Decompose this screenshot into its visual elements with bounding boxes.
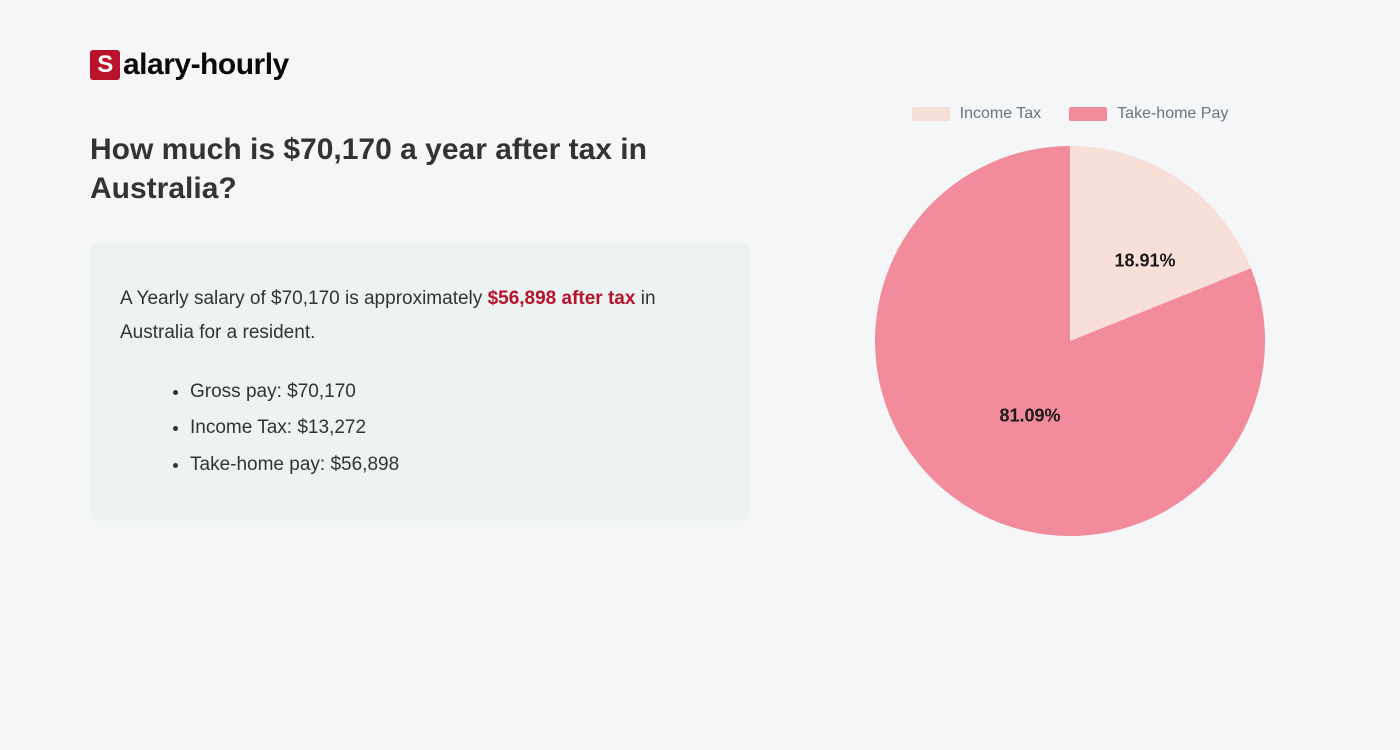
summary-card: A Yearly salary of $70,170 is approximat…: [90, 244, 750, 521]
summary-bullets: Gross pay: $70,170 Income Tax: $13,272 T…: [120, 374, 720, 482]
content-column: How much is $70,170 a year after tax in …: [90, 130, 750, 521]
pie-label-take-home: 81.09%: [999, 406, 1060, 427]
legend-label-income-tax: Income Tax: [960, 105, 1042, 123]
chart-legend: Income Tax Take-home Pay: [830, 105, 1310, 123]
pie-label-income-tax: 18.91%: [1114, 251, 1175, 272]
site-logo: S alary-hourly: [90, 48, 289, 82]
summary-paragraph: A Yearly salary of $70,170 is approximat…: [120, 282, 720, 350]
pie-chart-area: Income Tax Take-home Pay 18.91% 81.09%: [830, 105, 1310, 541]
legend-label-take-home: Take-home Pay: [1117, 105, 1228, 123]
pie-svg: [870, 141, 1270, 541]
page-heading: How much is $70,170 a year after tax in …: [90, 130, 750, 208]
legend-item-income-tax: Income Tax: [912, 105, 1042, 123]
legend-swatch-take-home: [1069, 107, 1107, 121]
legend-item-take-home: Take-home Pay: [1069, 105, 1228, 123]
logo-badge: S: [90, 50, 120, 80]
pie-chart: 18.91% 81.09%: [870, 141, 1270, 541]
summary-prefix: A Yearly salary of $70,170 is approximat…: [120, 288, 488, 309]
bullet-take-home: Take-home pay: $56,898: [190, 447, 720, 483]
legend-swatch-income-tax: [912, 107, 950, 121]
bullet-income-tax: Income Tax: $13,272: [190, 410, 720, 446]
logo-text: alary-hourly: [123, 48, 289, 82]
summary-highlight: $56,898 after tax: [488, 288, 636, 309]
bullet-gross-pay: Gross pay: $70,170: [190, 374, 720, 410]
